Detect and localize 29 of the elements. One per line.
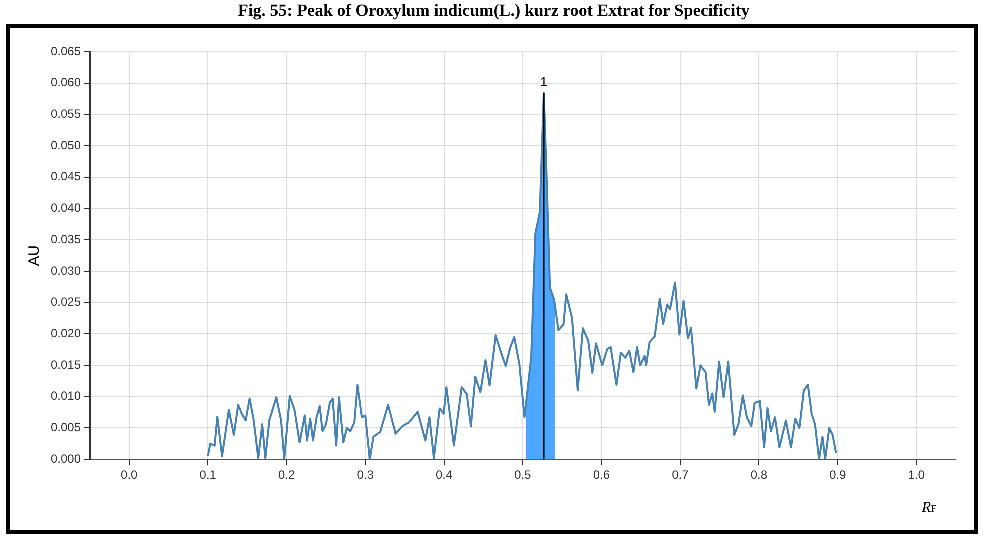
y-tick-label: 0.050 <box>51 138 82 152</box>
y-tick-label: 0.060 <box>51 76 82 90</box>
x-tick-label: 1.0 <box>908 468 926 482</box>
y-tick-label: 0.020 <box>51 326 82 340</box>
y-tick-label: 0.065 <box>51 44 82 58</box>
x-tick-label: 0.4 <box>436 468 453 482</box>
x-tick-label: 0.6 <box>593 468 610 482</box>
y-tick-label: 0.005 <box>51 420 82 435</box>
x-tick-label: 0.1 <box>200 468 217 482</box>
y-tick-label: 0.045 <box>51 170 82 184</box>
y-axis-title: AU <box>26 245 44 266</box>
x-tick-label: 0.7 <box>672 468 690 482</box>
x-axis-title: RF <box>921 500 938 516</box>
y-tick-label: 0.040 <box>51 201 82 216</box>
y-tick-label: 0.030 <box>51 264 82 278</box>
y-tick-label: 0.015 <box>51 358 82 372</box>
x-tick-label: 0.3 <box>357 468 374 482</box>
y-tick-label: 0.055 <box>51 107 82 122</box>
y-tick-label: 0.010 <box>51 389 82 404</box>
annotation: 1 <box>540 74 548 90</box>
x-tick-label: 0.9 <box>830 468 847 482</box>
y-tick-label: 0.035 <box>51 232 82 246</box>
x-tick-label: 0.2 <box>278 468 296 482</box>
x-tick-label: 0.5 <box>514 468 532 482</box>
y-tick-label: 0.000 <box>51 452 82 466</box>
chart-title: Fig. 55: Peak of Oroxylum indicum(L.) kurz root Extrat for Specificity <box>237 0 751 22</box>
x-tick-label: 0.0 <box>121 468 138 482</box>
x-tick-label: 0.8 <box>750 468 768 482</box>
y-tick-label: 0.025 <box>51 295 82 310</box>
